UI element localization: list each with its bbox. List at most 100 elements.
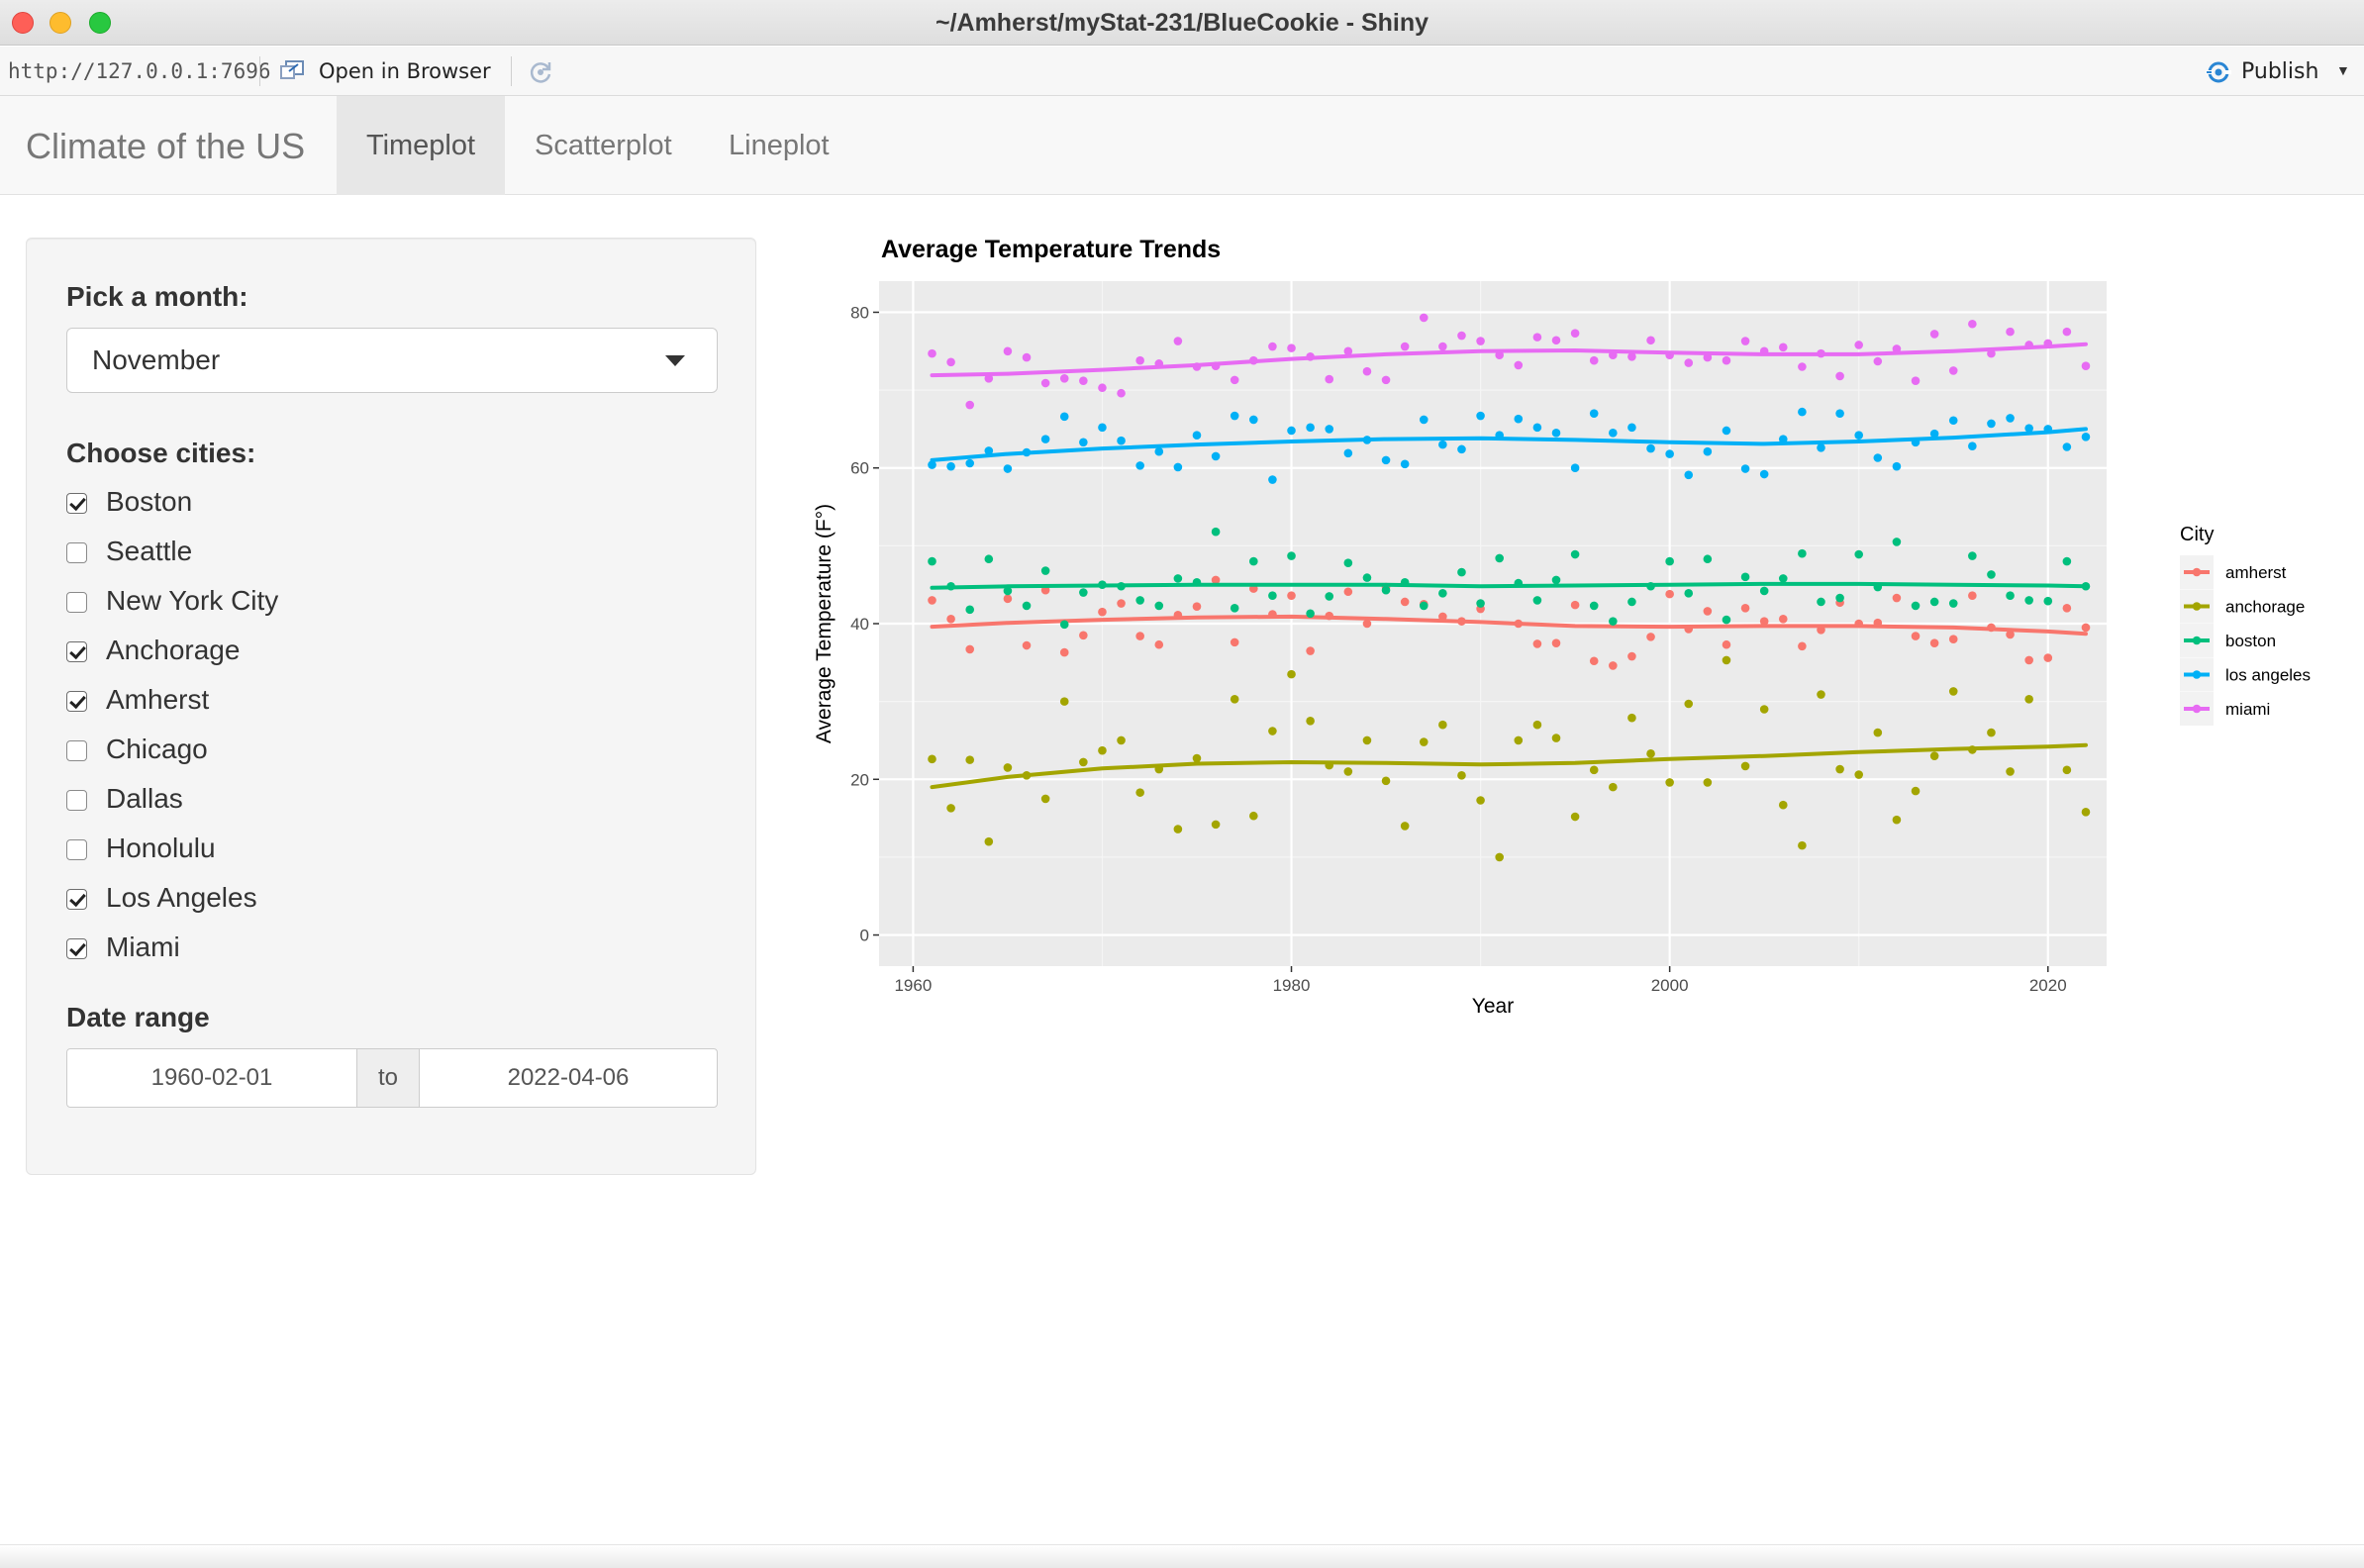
data-point-miami — [1343, 346, 1353, 356]
data-point-amherst — [2043, 653, 2053, 662]
publish-icon[interactable] — [2204, 59, 2233, 85]
dock-edge — [0, 1544, 2364, 1568]
data-point-miami — [1532, 333, 1542, 342]
data-point-anchorage — [1098, 745, 1107, 755]
data-point-anchorage — [2081, 808, 2091, 817]
checkbox-checked-icon[interactable] — [66, 938, 87, 959]
data-point-boston — [1381, 585, 1391, 595]
minimize-window-button[interactable] — [49, 12, 71, 34]
data-point-boston — [1306, 609, 1315, 619]
data-point-miami — [1798, 362, 1807, 371]
data-point-amherst — [1948, 635, 1958, 644]
data-point-miami — [1570, 329, 1580, 338]
data-point-anchorage — [1609, 782, 1618, 792]
data-point-los-angeles — [1059, 412, 1069, 422]
checkbox-checked-icon[interactable] — [66, 889, 87, 910]
date-end-input[interactable]: 2022-04-06 — [419, 1048, 718, 1108]
checkbox-icon[interactable] — [66, 740, 87, 761]
data-point-amherst — [1722, 639, 1731, 649]
data-point-amherst — [1135, 632, 1144, 640]
data-point-boston — [2062, 556, 2072, 566]
data-point-miami — [1589, 355, 1599, 365]
data-point-boston — [1003, 586, 1013, 596]
x-axis: 1960 1980 2000 2020 — [894, 966, 2067, 995]
data-point-los-angeles — [1703, 446, 1713, 456]
title-bar: ~/Amherst/myStat-231/BlueCookie - Shiny — [0, 0, 2364, 46]
data-point-amherst — [1609, 661, 1618, 670]
data-point-miami — [965, 400, 975, 410]
publish-button[interactable]: Publish — [2241, 59, 2319, 84]
data-point-anchorage — [2024, 694, 2033, 704]
checkbox-icon[interactable] — [66, 592, 87, 613]
checkbox-checked-icon[interactable] — [66, 641, 87, 662]
data-point-amherst — [2081, 623, 2091, 633]
legend-point-amherst — [2192, 567, 2202, 577]
data-point-boston — [1684, 589, 1694, 598]
data-point-boston — [1419, 601, 1428, 611]
data-point-boston — [1854, 549, 1864, 559]
date-start-input[interactable]: 1960-02-01 — [66, 1048, 357, 1108]
data-point-anchorage — [1948, 687, 1958, 696]
data-point-los-angeles — [1722, 426, 1731, 436]
legend-point-los-angeles — [2192, 670, 2202, 679]
data-point-los-angeles — [1173, 462, 1183, 472]
refresh-icon[interactable] — [527, 58, 554, 86]
tab-scatterplot[interactable]: Scatterplot — [535, 130, 672, 161]
checkbox-icon[interactable] — [66, 790, 87, 811]
data-point-anchorage — [1495, 852, 1504, 862]
data-point-amherst — [1759, 617, 1769, 626]
data-point-amherst — [946, 614, 955, 624]
trend-line-boston — [930, 581, 2088, 590]
checkbox-icon[interactable] — [66, 839, 87, 860]
data-point-anchorage — [1665, 778, 1674, 787]
data-point-boston — [1570, 549, 1580, 559]
legend-point-anchorage — [2192, 602, 2202, 611]
data-point-anchorage — [2062, 765, 2072, 775]
data-point-anchorage — [1798, 840, 1807, 850]
data-point-miami — [1400, 342, 1410, 351]
data-point-los-angeles — [1817, 442, 1825, 452]
tab-timeplot[interactable]: Timeplot — [337, 96, 505, 195]
data-point-miami — [1362, 366, 1372, 376]
maximize-window-button[interactable] — [89, 12, 111, 34]
data-point-anchorage — [1306, 716, 1315, 726]
tab-lineplot[interactable]: Lineplot — [729, 130, 830, 161]
data-point-miami — [1968, 319, 1977, 329]
data-point-los-angeles — [1192, 431, 1202, 440]
data-point-miami — [1381, 375, 1391, 385]
checkbox-icon[interactable] — [66, 542, 87, 563]
data-point-amherst — [1778, 614, 1788, 624]
data-point-anchorage — [1003, 763, 1013, 772]
y-axis-label: Average Temperature (F°) — [813, 504, 836, 743]
data-point-anchorage — [1817, 690, 1825, 699]
publish-dropdown-caret-icon[interactable]: ▼ — [2336, 62, 2350, 78]
data-point-anchorage — [1646, 749, 1655, 758]
data-point-boston — [1135, 596, 1144, 605]
data-point-amherst — [1400, 597, 1410, 607]
close-window-button[interactable] — [12, 12, 34, 34]
data-point-amherst — [1362, 619, 1372, 629]
data-point-amherst — [1287, 591, 1296, 600]
data-point-miami — [1892, 344, 1902, 353]
data-point-boston — [1249, 556, 1258, 566]
data-point-los-angeles — [1684, 470, 1694, 480]
data-point-los-angeles — [1551, 429, 1561, 438]
data-point-miami — [1740, 337, 1750, 345]
data-point-anchorage — [1249, 811, 1258, 821]
trend-line-amherst — [930, 614, 2088, 637]
data-point-miami — [1551, 336, 1561, 345]
url-text[interactable]: http://127.0.0.1:7696 — [8, 59, 271, 83]
open-in-browser-icon[interactable] — [279, 59, 305, 81]
open-in-browser-button[interactable]: Open in Browser — [319, 59, 491, 83]
legend-label-boston: boston — [2225, 632, 2276, 650]
data-point-amherst — [1079, 631, 1088, 640]
data-point-amherst — [1022, 640, 1032, 650]
checkbox-checked-icon[interactable] — [66, 691, 87, 712]
data-point-miami — [1325, 374, 1334, 384]
y-tick-label: 0 — [860, 927, 869, 945]
month-select[interactable]: November — [66, 328, 718, 393]
checkbox-checked-icon[interactable] — [66, 493, 87, 514]
data-point-los-angeles — [1854, 431, 1864, 440]
data-point-anchorage — [1457, 771, 1466, 780]
data-point-los-angeles — [2006, 414, 2015, 423]
